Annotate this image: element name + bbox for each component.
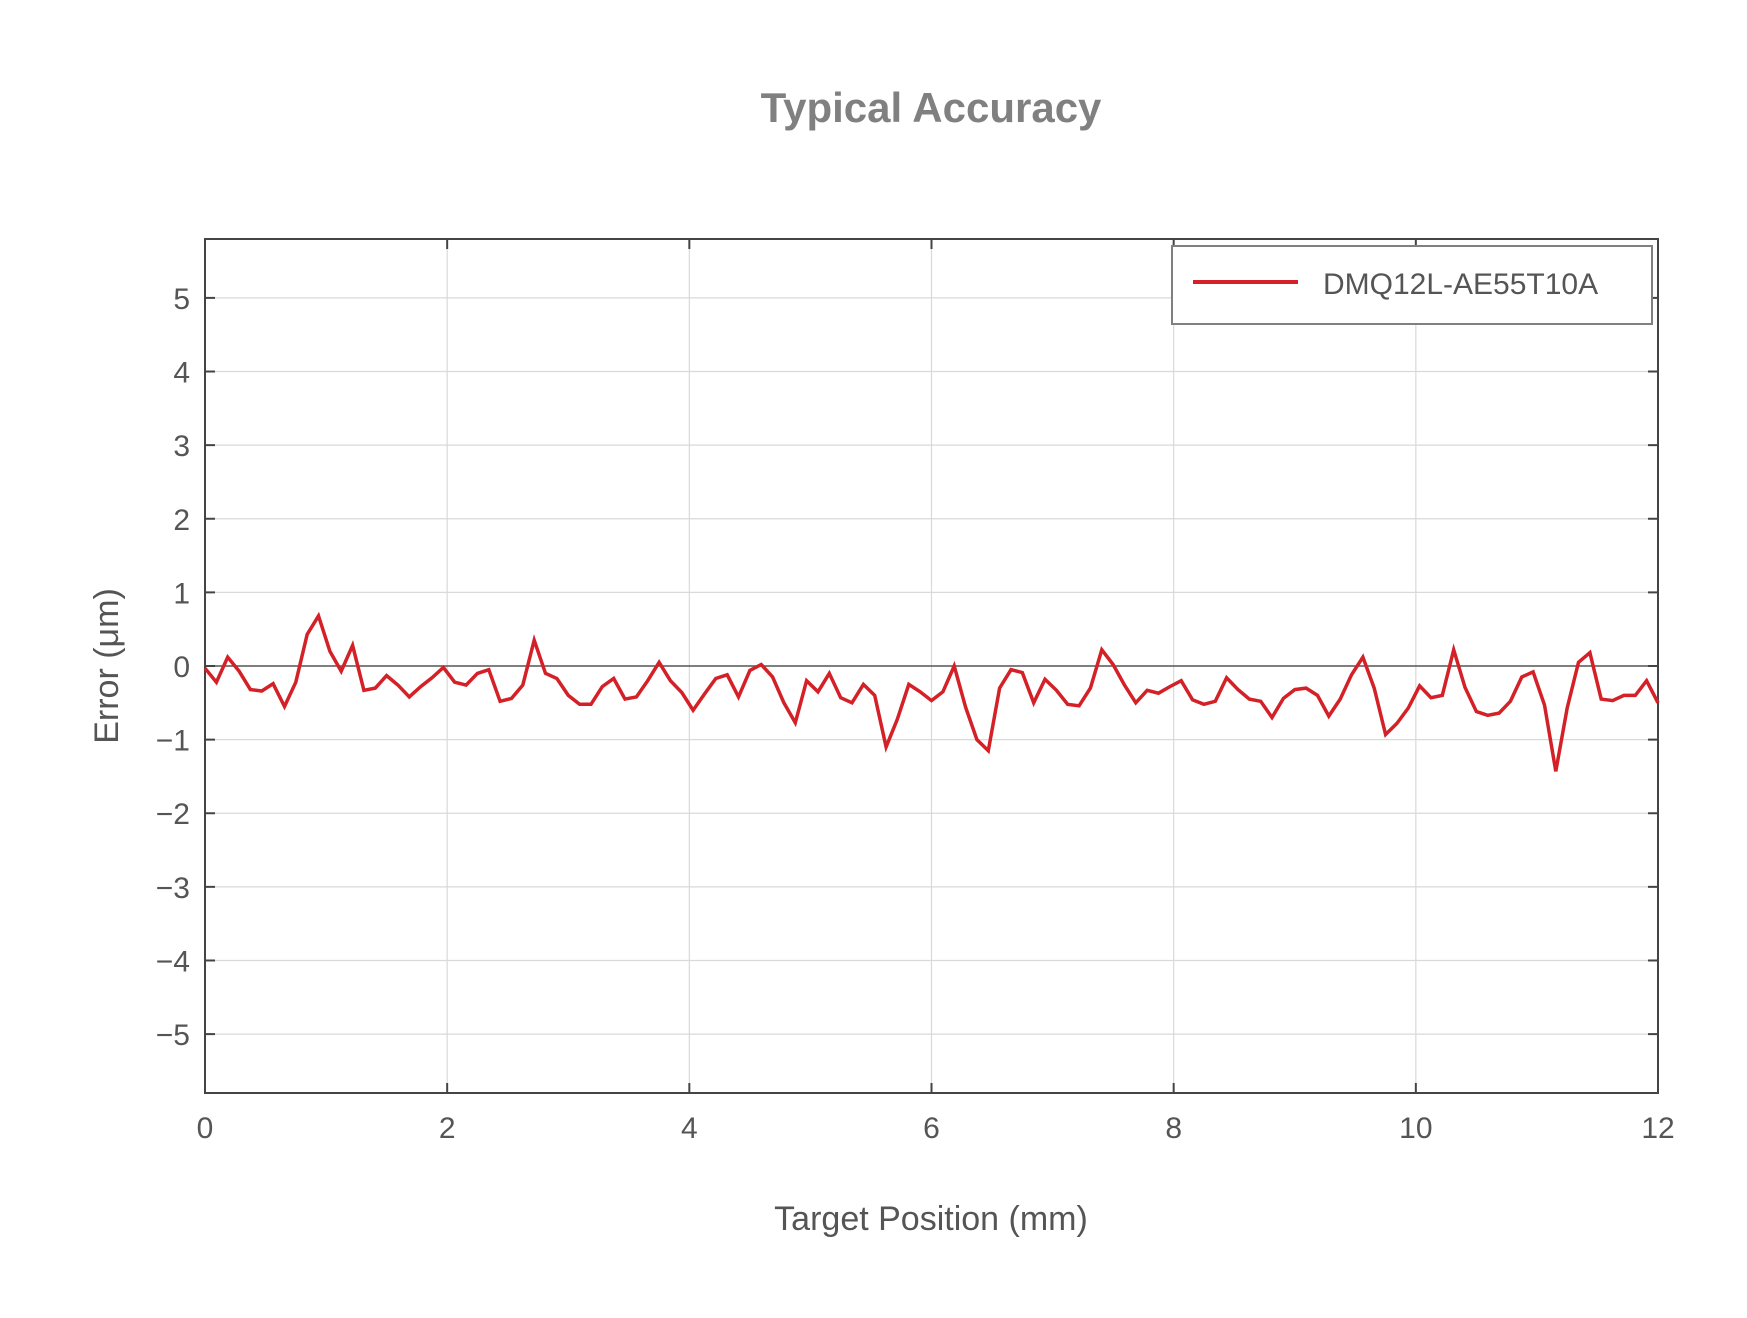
- x-tick-label: 4: [681, 1112, 698, 1145]
- y-tick-label: 0: [173, 651, 190, 684]
- x-tick-label: 8: [1165, 1112, 1182, 1145]
- y-tick-label: 4: [173, 357, 190, 390]
- y-tick-label: −1: [156, 725, 190, 758]
- x-axis-label: Target Position (mm): [774, 1200, 1088, 1238]
- grid-lines: [205, 239, 1658, 1093]
- series-line-dmq12l: [203, 611, 1660, 772]
- y-tick-label: 2: [173, 504, 190, 537]
- legend-box: [1171, 245, 1653, 325]
- x-tick-label: 10: [1399, 1112, 1432, 1145]
- y-tick-label: 3: [173, 430, 190, 463]
- plot-frame: [204, 238, 1659, 1094]
- legend: DMQ12L-AE55T10A: [1171, 245, 1653, 325]
- y-tick-label: −2: [156, 798, 190, 831]
- y-tick-label: −5: [156, 1019, 190, 1052]
- x-tick-label: 0: [197, 1112, 214, 1145]
- y-axis-label: Error (μm): [88, 588, 126, 744]
- x-tick-labels: 0 2 4 6 8 10 12: [197, 1112, 1675, 1145]
- legend-label: DMQ12L-AE55T10A: [1323, 268, 1598, 301]
- chart-title: Typical Accuracy: [761, 84, 1102, 131]
- y-tick-label: 5: [173, 283, 190, 316]
- y-tick-label: −4: [156, 945, 190, 978]
- x-tick-label: 12: [1641, 1112, 1674, 1145]
- x-tick-label: 2: [439, 1112, 456, 1145]
- x-tick-label: 6: [923, 1112, 940, 1145]
- y-tick-labels: 5 4 3 2 1 0 −1 −2 −3 −4 −5: [156, 283, 190, 1052]
- y-tick-label: 1: [173, 577, 190, 610]
- y-tick-label: −3: [156, 872, 190, 905]
